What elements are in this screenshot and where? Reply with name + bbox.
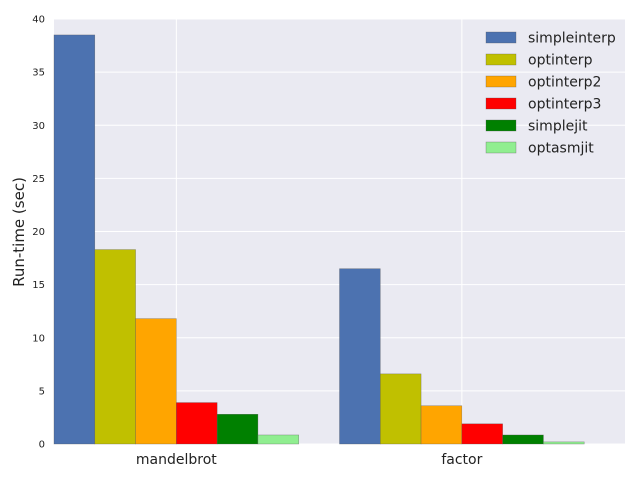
bar-optinterp-mandelbrot xyxy=(94,249,136,445)
y-tick-label: 20 xyxy=(32,227,45,238)
bar-optinterp2-mandelbrot xyxy=(135,318,177,445)
y-tick-label: 35 xyxy=(32,68,45,79)
bar-optinterp3-mandelbrot xyxy=(176,402,218,445)
bar-simpleinterp-mandelbrot xyxy=(53,34,96,445)
bar-simpleinterp-factor xyxy=(339,268,381,445)
x-axis-ticks: mandelbrot factor xyxy=(136,452,483,468)
y-tick-label: 40 xyxy=(32,15,45,26)
legend-label-simplejit: simplejit xyxy=(528,119,588,135)
legend-swatch-optinterp3 xyxy=(485,97,517,110)
bar-simplejit-factor xyxy=(502,434,544,445)
bar-optinterp3-factor xyxy=(461,423,503,445)
y-tick-label: 5 xyxy=(39,386,45,397)
bar-simplejit-mandelbrot xyxy=(216,414,259,445)
x-tick-label: factor xyxy=(441,452,482,468)
legend-label-optasmjit: optasmjit xyxy=(528,141,594,157)
legend-label-optinterp3: optinterp3 xyxy=(528,97,601,113)
legend-swatch-optasmjit xyxy=(485,141,517,154)
bar-optasmjit-mandelbrot xyxy=(257,434,299,445)
y-tick-label: 0 xyxy=(39,440,45,451)
legend-swatch-simplejit xyxy=(485,119,517,132)
legend-label-optinterp: optinterp xyxy=(528,53,593,69)
bar-optasmjit-factor xyxy=(543,441,585,445)
y-tick-label: 25 xyxy=(32,174,45,185)
x-tick-label: mandelbrot xyxy=(136,452,217,468)
bar-optinterp2-factor xyxy=(420,405,463,445)
legend-label-simpleinterp: simpleinterp xyxy=(528,31,616,47)
legend: simpleinterp optinterp optinterp2 optinterp… xyxy=(485,31,616,157)
legend-swatch-optinterp2 xyxy=(485,75,517,88)
y-tick-label: 15 xyxy=(32,280,45,291)
y-axis-label: Run-time (sec) xyxy=(10,177,28,287)
y-axis-ticks: 0 5 10 15 20 25 30 35 40 xyxy=(32,15,45,451)
y-tick-label: 30 xyxy=(32,121,45,132)
bar-optinterp-factor xyxy=(380,373,422,445)
legend-label-optinterp2: optinterp2 xyxy=(528,75,601,91)
bars xyxy=(53,34,585,445)
legend-swatch-optinterp xyxy=(485,53,517,66)
y-tick-label: 10 xyxy=(32,333,45,344)
legend-swatch-simpleinterp xyxy=(485,31,517,44)
